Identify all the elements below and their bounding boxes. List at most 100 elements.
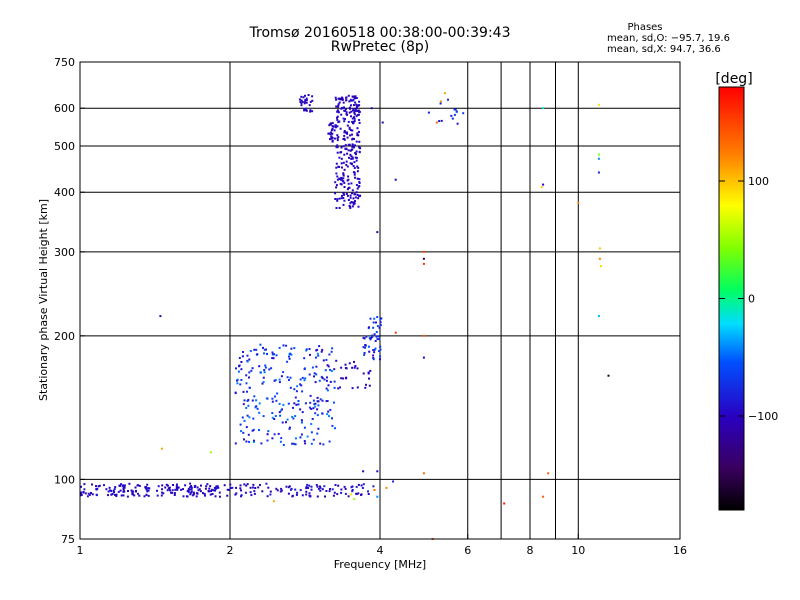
data-point xyxy=(352,201,355,204)
data-point xyxy=(272,357,275,360)
data-point xyxy=(264,366,267,369)
data-point xyxy=(343,120,346,123)
data-point xyxy=(271,397,274,400)
data-point xyxy=(230,487,233,489)
data-point xyxy=(547,472,550,475)
data-point xyxy=(356,165,359,168)
data-point xyxy=(131,492,134,495)
data-point xyxy=(258,365,261,368)
data-point xyxy=(318,345,321,348)
data-point xyxy=(273,418,276,420)
data-point xyxy=(310,423,313,425)
data-point xyxy=(356,110,359,112)
data-point xyxy=(356,367,359,370)
data-point xyxy=(190,490,193,493)
data-point xyxy=(83,483,86,486)
data-point xyxy=(246,400,249,402)
data-point xyxy=(332,494,335,497)
data-point xyxy=(293,442,296,445)
data-point xyxy=(331,347,334,350)
data-point xyxy=(334,181,337,184)
data-point xyxy=(292,417,295,420)
data-point xyxy=(379,355,382,358)
data-point xyxy=(213,486,216,489)
data-point xyxy=(263,352,265,355)
data-point xyxy=(168,486,171,489)
data-point xyxy=(234,442,237,445)
data-point xyxy=(357,113,360,116)
data-point xyxy=(340,488,343,491)
data-point xyxy=(305,97,308,100)
data-points xyxy=(79,92,610,540)
data-point xyxy=(303,367,306,370)
data-point xyxy=(358,195,361,198)
data-point xyxy=(453,108,456,111)
data-point xyxy=(312,407,315,410)
y-tick-label: 500 xyxy=(54,140,75,153)
data-point xyxy=(443,92,446,95)
data-point xyxy=(342,173,345,176)
data-point xyxy=(211,493,214,495)
data-point xyxy=(209,493,212,496)
data-point xyxy=(333,380,336,383)
data-point xyxy=(277,432,280,435)
data-point xyxy=(288,379,290,381)
data-point xyxy=(343,153,346,156)
data-point xyxy=(166,484,169,487)
data-point xyxy=(350,155,353,158)
data-point xyxy=(309,109,312,112)
data-point xyxy=(342,197,345,199)
data-point xyxy=(327,365,330,368)
data-point xyxy=(287,492,290,495)
data-point xyxy=(84,492,87,495)
data-point xyxy=(256,407,259,410)
data-point xyxy=(196,492,199,495)
data-point xyxy=(282,444,285,446)
data-point xyxy=(88,493,91,496)
data-point xyxy=(192,491,195,494)
data-point xyxy=(237,370,240,373)
data-point xyxy=(353,360,355,363)
data-point xyxy=(379,321,382,324)
data-point xyxy=(236,382,239,385)
data-point xyxy=(338,207,341,209)
data-point xyxy=(278,402,281,405)
data-point xyxy=(342,101,345,104)
data-point xyxy=(119,489,122,492)
data-point xyxy=(245,407,248,409)
data-point xyxy=(355,492,358,495)
data-point xyxy=(355,184,358,186)
data-point xyxy=(322,359,325,362)
data-point xyxy=(357,185,360,188)
data-point xyxy=(376,495,379,498)
data-point xyxy=(266,353,268,355)
data-point xyxy=(351,205,354,208)
data-point xyxy=(353,171,356,174)
data-point xyxy=(292,406,294,409)
data-point xyxy=(235,486,237,489)
data-point xyxy=(350,163,353,166)
data-point xyxy=(162,492,165,495)
data-point xyxy=(345,96,348,99)
data-point xyxy=(290,353,293,356)
data-point xyxy=(345,160,348,163)
data-point xyxy=(122,494,125,497)
data-point xyxy=(379,348,382,351)
data-point xyxy=(321,348,324,351)
data-point xyxy=(326,364,329,367)
data-point xyxy=(381,121,384,124)
data-point xyxy=(344,108,347,111)
data-point xyxy=(358,181,361,183)
data-point xyxy=(597,103,600,106)
data-point xyxy=(274,415,277,417)
data-point xyxy=(333,386,336,389)
data-point xyxy=(316,400,319,403)
data-point xyxy=(323,378,326,381)
data-point xyxy=(349,162,352,165)
data-point xyxy=(189,486,192,489)
data-point xyxy=(422,356,425,359)
data-point xyxy=(83,488,86,491)
data-point xyxy=(317,487,320,490)
data-point xyxy=(189,493,192,496)
data-point xyxy=(110,493,113,496)
